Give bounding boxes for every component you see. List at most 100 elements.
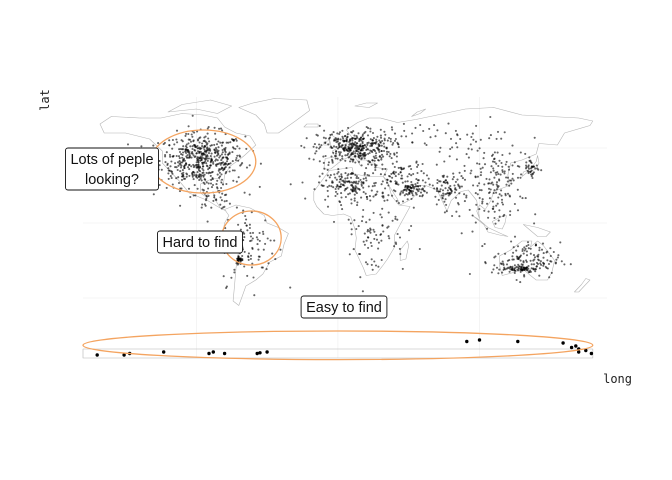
- data-point: [379, 141, 382, 144]
- data-point: [345, 137, 348, 140]
- data-point: [399, 252, 402, 256]
- data-point: [261, 266, 264, 269]
- data-point: [209, 164, 212, 167]
- data-point: [463, 169, 466, 172]
- data-point: [200, 206, 203, 209]
- annotation-text: Hard to find: [163, 235, 238, 251]
- data-point: [359, 154, 363, 157]
- data-point: [362, 181, 365, 184]
- data-point: [185, 175, 188, 178]
- data-point: [188, 164, 191, 167]
- data-point: [508, 179, 511, 182]
- land-borneo: [491, 215, 507, 230]
- data-point: [244, 222, 247, 225]
- data-point: [181, 156, 184, 159]
- data-point: [346, 133, 349, 136]
- data-point: [501, 170, 504, 173]
- data-point: [418, 247, 421, 251]
- data-point: [325, 179, 328, 182]
- data-point: [354, 188, 357, 191]
- data-point: [264, 242, 267, 245]
- data-point: [383, 130, 386, 133]
- data-point: [342, 140, 345, 143]
- data-point: [392, 141, 395, 145]
- data-point: [492, 192, 495, 195]
- data-point: [419, 191, 423, 194]
- data-point: [501, 260, 504, 263]
- data-point: [337, 168, 340, 171]
- data-point: [532, 254, 536, 257]
- data-point: [214, 132, 217, 135]
- data-point: [486, 227, 489, 230]
- data-point: [361, 215, 364, 218]
- data-point: [360, 220, 364, 223]
- data-point: [207, 172, 210, 175]
- data-point: [222, 163, 225, 166]
- data-point: [513, 202, 516, 206]
- data-point: [488, 178, 491, 181]
- data-point: [177, 181, 181, 185]
- data-point: [179, 163, 182, 166]
- data-point: [221, 167, 224, 170]
- data-point: [425, 143, 428, 147]
- data-point: [201, 161, 204, 164]
- data-point: [214, 138, 217, 141]
- data-point: [493, 210, 496, 213]
- data-point: [512, 179, 515, 182]
- data-point: [339, 185, 342, 188]
- data-point: [213, 194, 216, 197]
- data-point: [356, 201, 359, 204]
- data-point: [402, 122, 405, 125]
- data-point: [184, 145, 187, 148]
- data-point: [391, 176, 394, 179]
- data-point: [446, 189, 449, 192]
- data-point: [349, 172, 353, 176]
- data-point: [225, 141, 228, 144]
- data-point: [442, 194, 445, 197]
- data-point: [516, 176, 520, 179]
- data-point: [414, 126, 417, 129]
- data-point: [361, 133, 364, 136]
- data-point: [421, 179, 424, 182]
- data-point: [443, 200, 446, 203]
- data-point: [491, 200, 494, 203]
- data-point: [367, 152, 370, 155]
- data-point: [308, 157, 311, 160]
- data-point: [394, 171, 397, 174]
- data-point: [165, 151, 168, 154]
- data-point: [243, 265, 246, 268]
- data-point: [374, 166, 377, 169]
- data-point: [171, 147, 174, 150]
- data-point: [434, 135, 437, 138]
- data-point: [258, 255, 261, 258]
- data-point: [362, 240, 365, 243]
- data-point: [201, 145, 204, 148]
- data-point: [357, 154, 360, 157]
- data-point: [367, 148, 370, 151]
- data-point: [216, 179, 219, 182]
- data-point: [387, 150, 390, 154]
- data-point: [222, 169, 225, 172]
- data-point: [354, 155, 357, 158]
- data-point: [289, 183, 292, 186]
- data-point: [503, 131, 506, 134]
- data-point: [152, 144, 155, 147]
- data-point: [532, 165, 535, 168]
- data-point: [509, 268, 512, 271]
- data-point: [497, 196, 500, 199]
- data-point: [515, 255, 518, 258]
- data-point: [406, 198, 409, 201]
- data-point: [331, 160, 334, 163]
- data-point: [205, 147, 209, 150]
- data-point: [213, 151, 217, 154]
- data-point: [251, 231, 255, 234]
- data-point: [218, 162, 221, 165]
- data-point: [379, 134, 382, 137]
- data-point: [397, 146, 400, 149]
- data-point: [211, 183, 215, 187]
- data-point: [421, 162, 424, 166]
- data-point: [179, 166, 183, 169]
- data-point: [410, 180, 413, 184]
- data-point: [536, 167, 539, 170]
- data-point: [465, 153, 468, 156]
